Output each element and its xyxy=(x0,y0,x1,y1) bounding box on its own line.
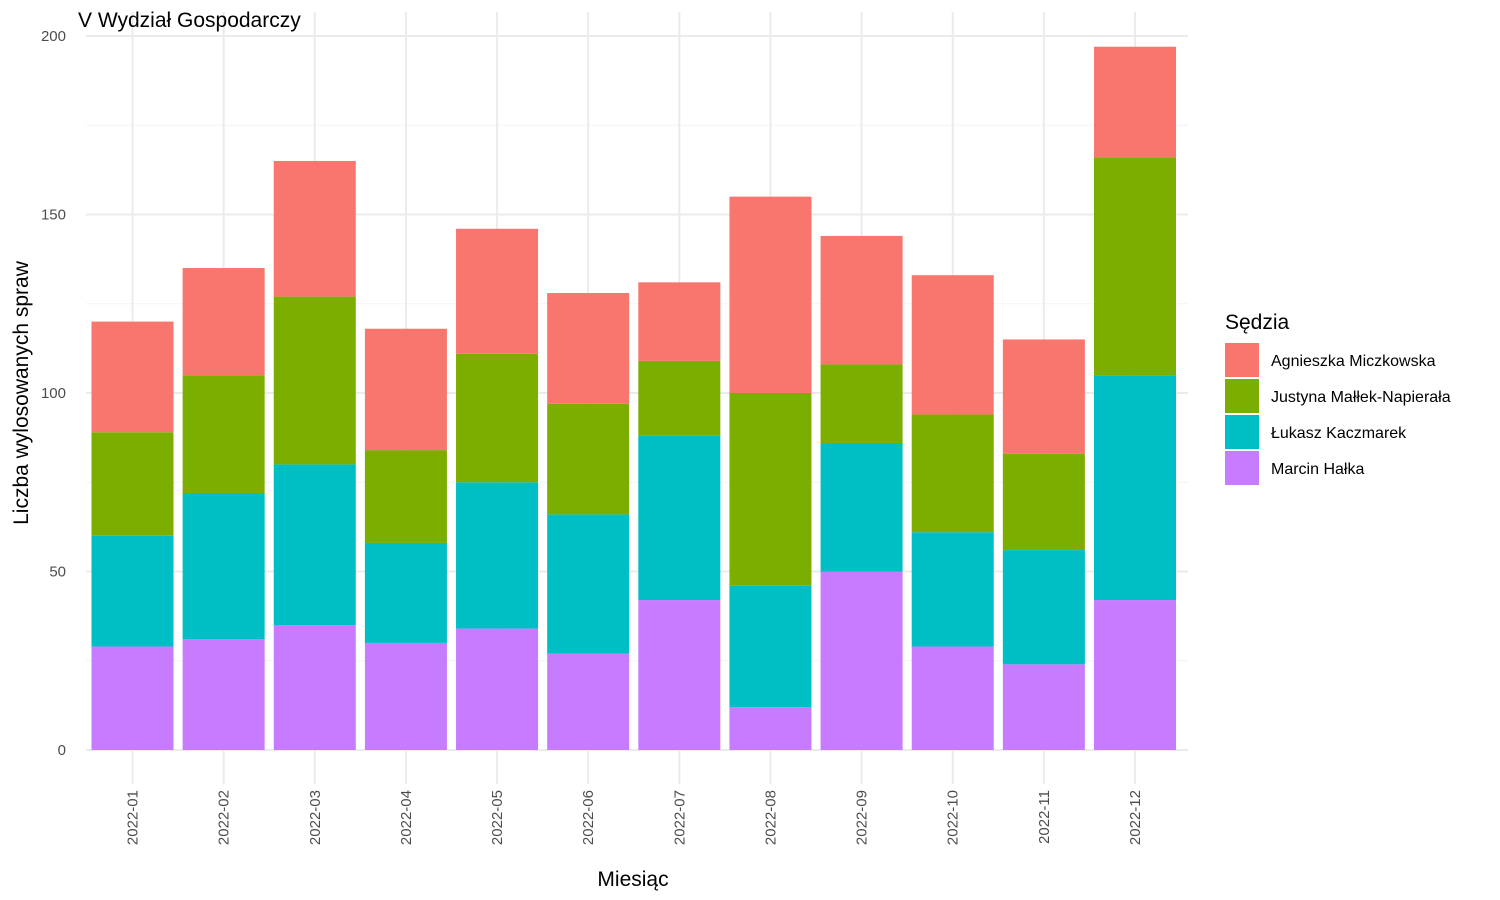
x-tick-label: 2022-04 xyxy=(398,790,415,845)
bar-2022-10-segment-2 xyxy=(911,532,994,647)
x-tick-label: 2022-07 xyxy=(671,790,688,845)
bar-2022-06-segment-2 xyxy=(547,514,630,654)
x-tick-label: 2022-12 xyxy=(1127,790,1144,845)
bar-2022-06-segment-4 xyxy=(547,293,630,404)
bar-2022-08-segment-2 xyxy=(729,585,812,708)
legend-swatch xyxy=(1225,343,1259,377)
chart-title: V Wydział Gospodarczy xyxy=(78,9,301,32)
legend-label: Marcin Hałka xyxy=(1271,461,1364,478)
y-tick-label: 0 xyxy=(58,742,66,759)
bar-2022-12-segment-4 xyxy=(1093,46,1177,158)
y-tick-label: 50 xyxy=(49,564,66,581)
bar-2022-10-segment-3 xyxy=(911,414,994,533)
bar-2022-03-segment-3 xyxy=(273,296,356,465)
bar-2022-07-segment-4 xyxy=(638,282,721,361)
bar-2022-10-segment-1 xyxy=(911,646,994,750)
y-tick-label: 200 xyxy=(41,28,66,45)
bar-2022-11-segment-3 xyxy=(1002,453,1085,551)
x-tick-label: 2022-06 xyxy=(580,790,597,845)
bar-2022-01-segment-3 xyxy=(91,432,174,536)
x-tick-label: 2022-03 xyxy=(307,790,324,845)
bar-2022-01-segment-1 xyxy=(91,646,174,750)
x-tick-label: 2022-11 xyxy=(1036,790,1053,844)
bar-2022-12-segment-2 xyxy=(1093,375,1177,601)
bar-2022-01-segment-4 xyxy=(91,321,174,433)
bar-2022-11-segment-2 xyxy=(1002,550,1085,665)
bar-2022-04-segment-2 xyxy=(364,542,447,643)
bar-2022-02-segment-1 xyxy=(182,639,265,750)
legend-label: Łukasz Kaczmarek xyxy=(1271,425,1407,442)
bar-2022-09-segment-2 xyxy=(820,442,903,572)
bar-2022-03-segment-4 xyxy=(273,160,356,297)
bar-2022-04-segment-4 xyxy=(364,328,447,451)
bar-2022-05-segment-4 xyxy=(456,228,539,354)
legend-label: Agnieszka Miczkowska xyxy=(1271,353,1436,370)
x-tick-label: 2022-09 xyxy=(854,790,871,845)
x-axis-ticks: 2022-01 2022-02 2022-03 2022-04 2022-05 2022-… xyxy=(125,790,1145,845)
bar-2022-08-segment-1 xyxy=(729,707,812,750)
legend-swatch xyxy=(1225,451,1259,485)
y-tick-label: 150 xyxy=(41,207,66,224)
bar-2022-04-segment-1 xyxy=(364,642,447,750)
bars xyxy=(91,46,1177,750)
legend: Sędzia Agnieszka Miczkowska Justyna Małłe… xyxy=(1225,311,1451,485)
bar-2022-06-segment-1 xyxy=(547,653,630,750)
bar-2022-12-segment-3 xyxy=(1093,157,1177,376)
bar-2022-05-segment-3 xyxy=(456,353,539,483)
bar-2022-03-segment-1 xyxy=(273,625,356,750)
bar-2022-01-segment-2 xyxy=(91,535,174,647)
bar-2022-02-segment-4 xyxy=(182,268,265,376)
legend-title: Sędzia xyxy=(1225,311,1290,334)
bar-2022-07-segment-3 xyxy=(638,360,721,436)
bar-2022-11-segment-4 xyxy=(1002,339,1085,454)
y-tick-label: 100 xyxy=(41,385,66,402)
bar-2022-12-segment-1 xyxy=(1093,600,1177,750)
bar-2022-09-segment-4 xyxy=(820,235,903,365)
x-axis-title: Miesiąc xyxy=(597,868,668,891)
bar-2022-08-segment-4 xyxy=(729,196,812,393)
bar-2022-07-segment-1 xyxy=(638,600,721,750)
bar-2022-09-segment-1 xyxy=(820,571,903,750)
bar-2022-09-segment-3 xyxy=(820,364,903,443)
x-tick-label: 2022-05 xyxy=(489,790,506,845)
y-axis-ticks: 0 50 100 150 200 xyxy=(41,28,66,759)
x-tick-label: 2022-02 xyxy=(216,790,233,845)
y-axis-title: Liczba wylosowanych spraw xyxy=(10,260,33,525)
bar-2022-05-segment-2 xyxy=(456,482,539,629)
bar-2022-03-segment-2 xyxy=(273,464,356,626)
legend-swatch xyxy=(1225,415,1259,449)
bar-2022-06-segment-3 xyxy=(547,403,630,515)
x-tick-label: 2022-01 xyxy=(125,790,142,845)
bar-2022-05-segment-1 xyxy=(456,628,539,750)
bar-2022-07-segment-2 xyxy=(638,435,721,601)
legend-label: Justyna Małłek-Napierała xyxy=(1271,389,1451,406)
bar-2022-02-segment-3 xyxy=(182,375,265,493)
bar-2022-10-segment-4 xyxy=(911,275,994,415)
bar-2022-08-segment-3 xyxy=(729,393,812,586)
x-tick-label: 2022-08 xyxy=(762,790,779,845)
bar-2022-11-segment-1 xyxy=(1002,664,1085,750)
legend-swatch xyxy=(1225,379,1259,413)
x-tick-label: 2022-10 xyxy=(945,790,962,845)
bar-2022-02-segment-2 xyxy=(182,492,265,640)
bar-2022-04-segment-3 xyxy=(364,450,447,543)
